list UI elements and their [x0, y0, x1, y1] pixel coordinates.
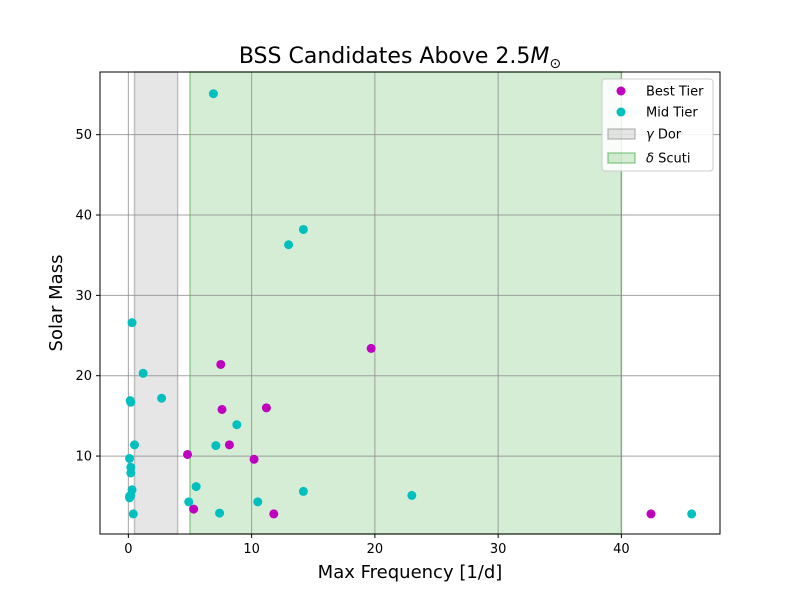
legend-label-1: Mid Tier — [646, 106, 698, 121]
chart-title: BSS Candidates Above 2.5M⊙ — [239, 44, 561, 72]
point-s0-3 — [217, 404, 227, 414]
y-tick-label-40: 40 — [75, 209, 92, 224]
chart-title-main: BSS Candidates Above 2.5 — [239, 44, 531, 69]
point-s1-17 — [211, 441, 221, 451]
y-tick-label-30: 30 — [75, 289, 92, 304]
point-s1-23 — [298, 486, 308, 496]
point-s0-1 — [189, 504, 199, 514]
band-1 — [189, 71, 623, 535]
point-s1-10 — [128, 509, 138, 519]
point-s1-0 — [125, 453, 135, 463]
point-s1-21 — [284, 240, 294, 250]
legend-label-0: Best Tier — [646, 85, 704, 100]
x-tick-label-20: 20 — [367, 542, 384, 557]
x-tick-label-10: 10 — [243, 542, 260, 557]
point-s1-4 — [126, 397, 136, 407]
point-s1-12 — [138, 368, 148, 378]
legend-swatch-band-0 — [607, 128, 636, 140]
point-s0-6 — [261, 403, 271, 413]
point-s1-9 — [127, 485, 137, 495]
x-tick-label-0: 0 — [124, 542, 132, 557]
legend-marker-1 — [616, 107, 626, 117]
band-0 — [133, 71, 179, 535]
point-s0-7 — [269, 509, 279, 519]
point-s1-22 — [298, 224, 308, 234]
y-axis-label: Solar Mass — [46, 255, 67, 352]
legend-swatch-band-1 — [607, 152, 636, 164]
x-tick-label-40: 40 — [613, 542, 630, 557]
point-s1-14 — [184, 497, 194, 507]
legend-box — [601, 78, 714, 172]
plot-frame — [99, 71, 721, 535]
x-axis-label: Max Frequency [1/d] — [318, 562, 503, 583]
point-s1-16 — [208, 89, 218, 99]
point-s1-15 — [191, 482, 201, 492]
point-s0-9 — [646, 509, 656, 519]
chart-title-symbol: M — [530, 44, 549, 69]
legend-marker-0 — [616, 86, 626, 96]
y-axis-ticks: 10 20 30 40 50 — [75, 128, 100, 465]
y-tick-label-50: 50 — [75, 128, 92, 143]
data-points — [125, 89, 697, 519]
point-s1-8 — [127, 318, 137, 328]
point-s1-25 — [687, 509, 697, 519]
legend: Best Tier Mid Tier γ Dor δ Scuti — [601, 78, 714, 172]
point-s0-5 — [249, 454, 259, 464]
legend-label-band-1: δ Scuti — [646, 152, 690, 167]
point-s1-19 — [232, 420, 242, 430]
x-tick-label-30: 30 — [490, 542, 507, 557]
y-tick-label-20: 20 — [75, 369, 92, 384]
point-s0-4 — [224, 440, 234, 450]
point-s1-20 — [253, 497, 263, 507]
chart-title-subscript: ⊙ — [549, 56, 561, 72]
point-s1-6 — [126, 468, 136, 478]
point-s0-8 — [366, 343, 376, 353]
point-s0-2 — [216, 359, 226, 369]
point-s1-13 — [157, 393, 167, 403]
point-s1-24 — [407, 490, 417, 500]
point-s1-11 — [130, 440, 140, 450]
point-s0-0 — [183, 449, 193, 459]
y-tick-label-10: 10 — [75, 450, 92, 465]
legend-label-band-0: γ Dor — [646, 128, 682, 143]
frequency-bands — [133, 71, 623, 535]
x-axis-ticks: 0 10 20 30 40 — [124, 534, 630, 557]
point-s1-18 — [215, 508, 225, 518]
